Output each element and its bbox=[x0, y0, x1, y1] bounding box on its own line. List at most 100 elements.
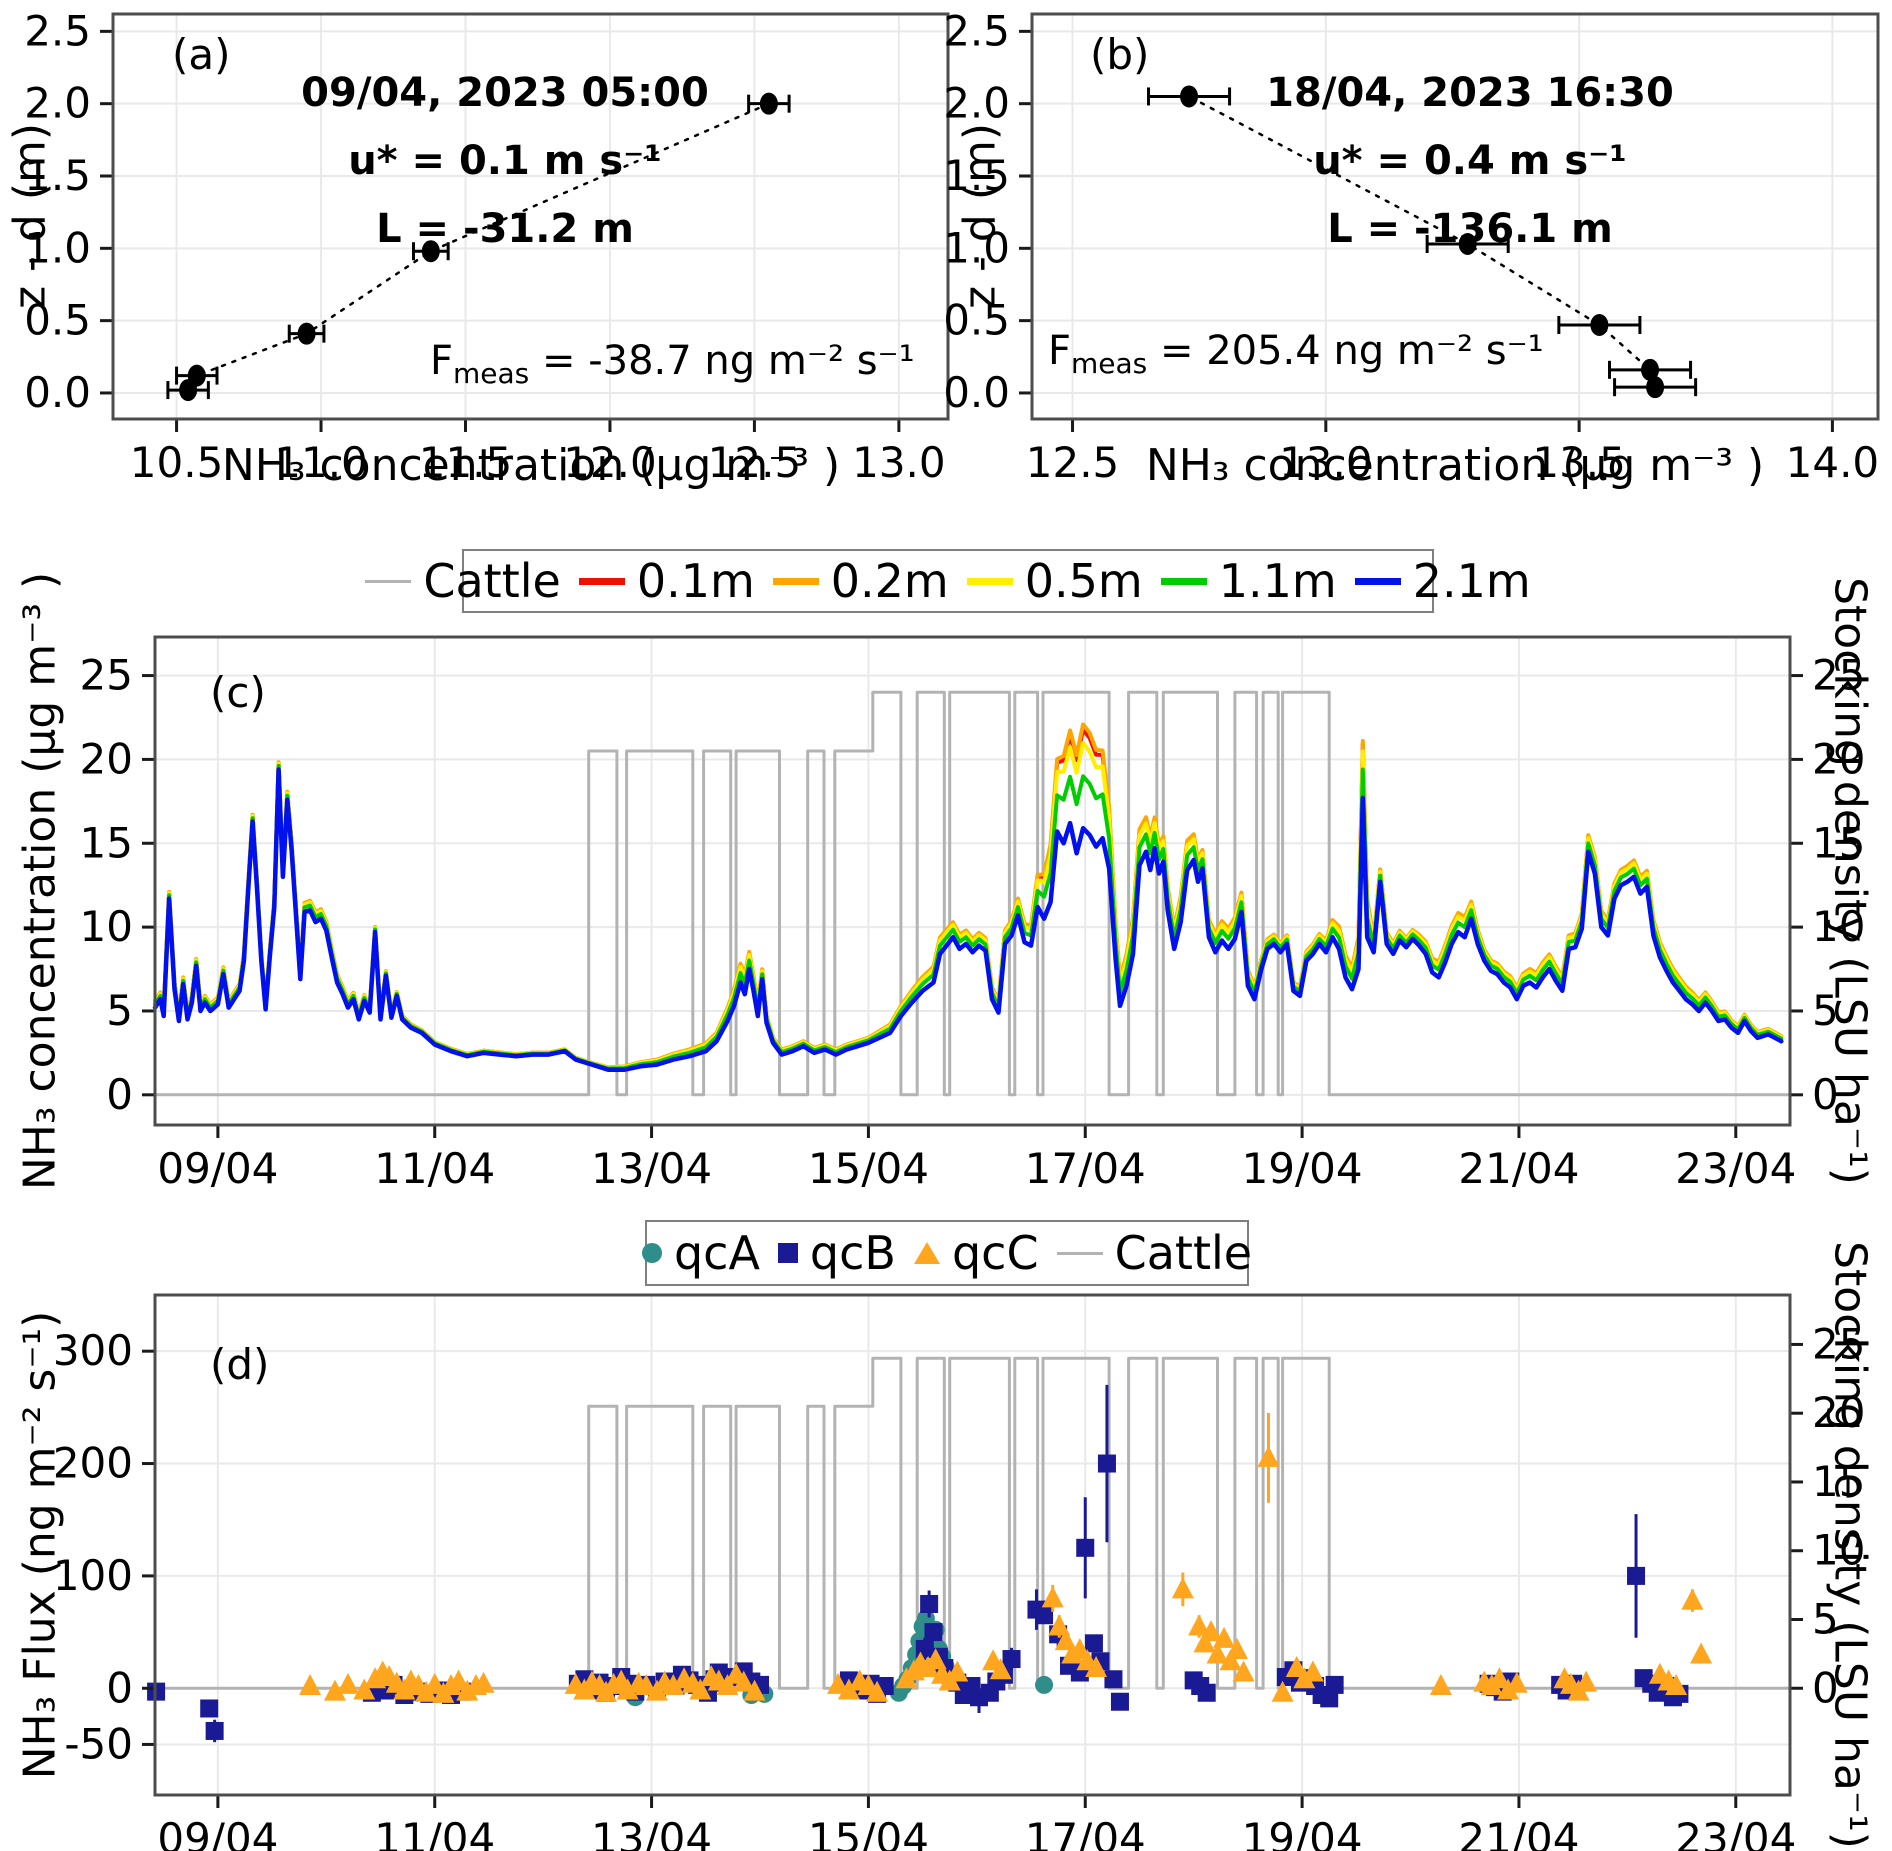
svg-text:20: 20 bbox=[1812, 1388, 1865, 1437]
qcC-point bbox=[1226, 1638, 1249, 1660]
svg-text:1.5: 1.5 bbox=[943, 151, 1010, 200]
panel-a-datetime: 09/04, 2023 05:00 bbox=[301, 70, 709, 116]
profile-point bbox=[1180, 85, 1199, 108]
panel-d-label: (d) bbox=[210, 1340, 270, 1389]
legend-item-qcC: qcC bbox=[913, 1226, 1039, 1280]
legend-swatch-0.2m-line-icon bbox=[772, 577, 819, 585]
qcC-point bbox=[447, 1669, 470, 1691]
svg-text:25: 25 bbox=[80, 651, 133, 700]
profile-point bbox=[1458, 232, 1477, 255]
svg-text:1.5: 1.5 bbox=[24, 151, 91, 200]
legend-item-0.5m: 0.5m bbox=[966, 554, 1143, 608]
legend-item-Cattle: Cattle bbox=[365, 554, 561, 608]
panel-a-xaxis-title: NH₃ concentration (µg m⁻³ ) bbox=[221, 440, 841, 491]
qcC-point bbox=[1505, 1671, 1528, 1693]
qcC-point bbox=[635, 1674, 658, 1696]
legend-flux-quality: qcA qcB qcC Cattle bbox=[641, 1220, 1252, 1286]
svg-text:10: 10 bbox=[1812, 1526, 1865, 1575]
svg-text:2.5: 2.5 bbox=[24, 6, 91, 55]
qcC-point bbox=[456, 1679, 479, 1701]
panel-c-label: (c) bbox=[210, 668, 266, 717]
svg-text:-50: -50 bbox=[64, 1719, 133, 1768]
qcB-point bbox=[924, 1623, 943, 1642]
qcC-point bbox=[1575, 1670, 1598, 1692]
legend-item-2.1m: 2.1m bbox=[1354, 554, 1531, 608]
panel-b-yaxis-title: z - d (m) bbox=[954, 122, 1006, 310]
profile-point bbox=[759, 92, 778, 115]
qcC-point bbox=[1041, 1586, 1064, 1608]
qcC-point bbox=[743, 1679, 766, 1701]
qcB-point bbox=[1627, 1566, 1646, 1585]
legend-item-1.1m: 1.1m bbox=[1160, 554, 1337, 608]
qcC-point bbox=[1488, 1667, 1511, 1689]
concentration-line-2.1m bbox=[152, 767, 1784, 1072]
legend-swatch-qcC-marker-icon bbox=[913, 1242, 940, 1264]
qcC-point bbox=[1232, 1660, 1255, 1682]
legend-swatch-0.5m-line-icon bbox=[966, 577, 1013, 585]
svg-text:2.5: 2.5 bbox=[943, 6, 1010, 55]
svg-text:19/04: 19/04 bbox=[1242, 1144, 1363, 1193]
legend-label: 2.1m bbox=[1412, 554, 1531, 608]
qcC-point bbox=[616, 1678, 639, 1700]
qcB-point bbox=[1084, 1634, 1103, 1653]
svg-text:0.5: 0.5 bbox=[24, 296, 91, 345]
panel-b-obukhov: L = -136.1 m bbox=[1327, 206, 1613, 252]
legend-label: qcB bbox=[809, 1226, 896, 1280]
panel-b-fmeas: Fmeas = 205.4 ng m⁻² s⁻¹ bbox=[1048, 328, 1544, 380]
qcC-point bbox=[732, 1670, 755, 1692]
qcC-point bbox=[866, 1680, 889, 1702]
profile-point bbox=[1646, 376, 1665, 399]
panel-a-fmeas: Fmeas = -38.7 ng m⁻² s⁻¹ bbox=[430, 338, 915, 390]
svg-text:5: 5 bbox=[1812, 986, 1839, 1035]
fmeas-symbol: F bbox=[430, 338, 454, 384]
legend-label: 0.2m bbox=[830, 554, 949, 608]
qcC-point bbox=[1219, 1649, 1242, 1671]
svg-text:0: 0 bbox=[1812, 1663, 1839, 1712]
svg-text:10.5: 10.5 bbox=[130, 438, 224, 487]
qcC-point bbox=[716, 1674, 739, 1696]
svg-text:20: 20 bbox=[80, 734, 133, 783]
svg-text:1.0: 1.0 bbox=[943, 223, 1010, 272]
qcC-point bbox=[1213, 1626, 1236, 1648]
svg-text:5: 5 bbox=[1812, 1594, 1839, 1643]
svg-text:5: 5 bbox=[106, 986, 133, 1035]
qcC-point bbox=[1206, 1642, 1229, 1664]
svg-text:11.5: 11.5 bbox=[419, 438, 513, 487]
svg-text:0.0: 0.0 bbox=[24, 368, 91, 417]
svg-text:2.0: 2.0 bbox=[24, 79, 91, 128]
panel-c: 09/04 11/04 13/04 15/04 17/04 19/04 21/04 23/04… bbox=[80, 635, 1865, 1193]
cattle-step-line bbox=[153, 1356, 1792, 1690]
svg-text:14.0: 14.0 bbox=[1786, 438, 1880, 487]
panel-a-label: (a) bbox=[172, 30, 231, 79]
svg-text:0: 0 bbox=[1812, 1070, 1839, 1119]
svg-text:23/04: 23/04 bbox=[1675, 1144, 1796, 1193]
profile-point bbox=[421, 240, 440, 263]
qcB-point bbox=[1035, 1606, 1054, 1625]
concentration-line-0.5m bbox=[153, 741, 1784, 1070]
svg-text:0.0: 0.0 bbox=[943, 368, 1010, 417]
qcB-point bbox=[1076, 1538, 1095, 1557]
svg-text:12.5: 12.5 bbox=[1026, 438, 1120, 487]
qcB-point bbox=[920, 1594, 939, 1613]
qcB-point bbox=[1197, 1683, 1216, 1702]
legend-item-Cattle: Cattle bbox=[1056, 1226, 1252, 1280]
svg-text:15/04: 15/04 bbox=[808, 1144, 929, 1193]
panel-a-ustar: u* = 0.1 m s⁻¹ bbox=[348, 138, 662, 184]
svg-text:10: 10 bbox=[80, 902, 133, 951]
svg-text:0.5: 0.5 bbox=[943, 296, 1010, 345]
legend-swatch-0.1m-line-icon bbox=[578, 577, 625, 585]
concentration-line-0.2m bbox=[153, 722, 1784, 1070]
legend-swatch-qcB-marker-icon bbox=[777, 1243, 798, 1263]
legend-item-qcA: qcA bbox=[641, 1226, 760, 1280]
qcB-point bbox=[1110, 1692, 1129, 1711]
svg-text:12.0: 12.0 bbox=[563, 438, 657, 487]
qcC-point bbox=[1690, 1642, 1713, 1664]
svg-text:15/04: 15/04 bbox=[808, 1814, 929, 1851]
panel-d-left-axis-title: NH₃ Flux (ng m⁻² s⁻¹) bbox=[14, 1310, 66, 1780]
qcC-point bbox=[1085, 1656, 1108, 1678]
qcA-point bbox=[1035, 1675, 1054, 1694]
profile-point bbox=[187, 364, 206, 387]
svg-text:13/04: 13/04 bbox=[591, 1814, 712, 1851]
svg-text:13.0: 13.0 bbox=[1279, 438, 1373, 487]
fmeas-symbol: F bbox=[1048, 328, 1072, 374]
